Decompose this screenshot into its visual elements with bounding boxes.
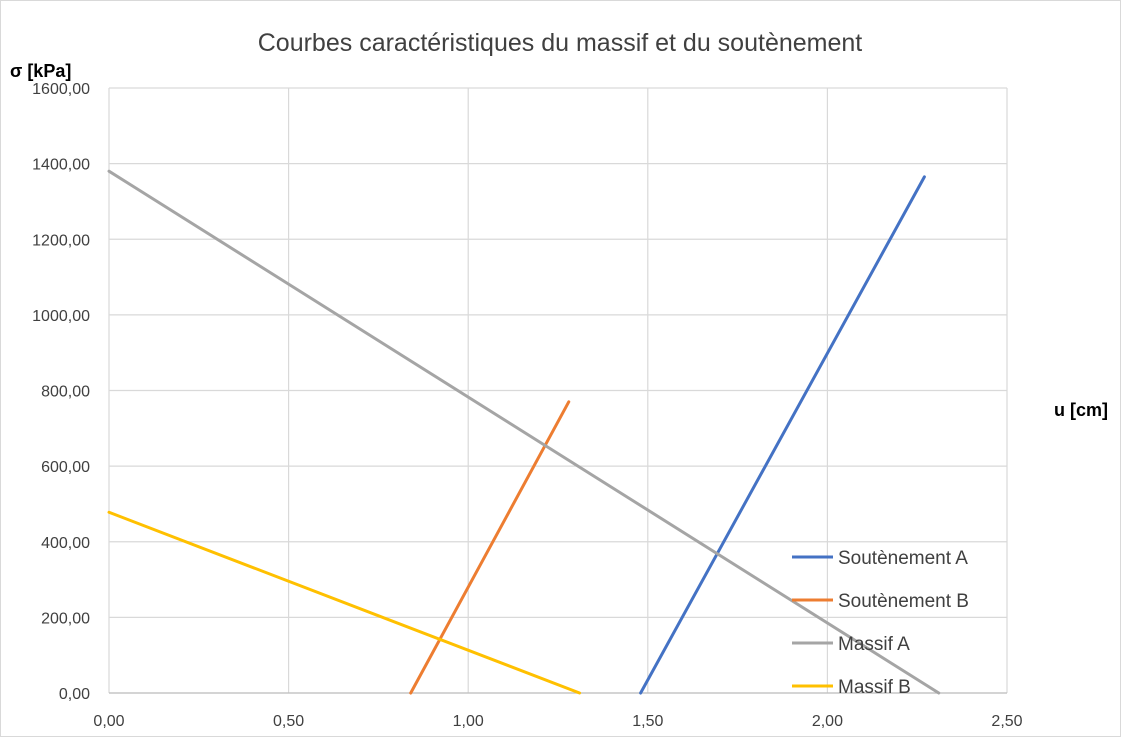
grid-layer bbox=[108, 87, 1008, 694]
x-tick-label: 1,50 bbox=[632, 713, 663, 730]
y-tick-label: 1400,00 bbox=[32, 157, 90, 174]
x-axis-title: u [cm] bbox=[1054, 400, 1108, 420]
legend-label: Massif B bbox=[838, 677, 911, 698]
x-tick-label: 2,50 bbox=[991, 713, 1022, 730]
y-tick-label: 1200,00 bbox=[32, 232, 90, 249]
legend-label: Soutènement A bbox=[838, 548, 968, 569]
y-tick-label: 1600,00 bbox=[32, 81, 90, 98]
chart-title: Courbes caractéristiques du massif et du… bbox=[258, 29, 863, 57]
legend: Soutènement A Soutènement B Massif A Massif… bbox=[792, 548, 969, 698]
y-tick-label: 1000,00 bbox=[32, 308, 90, 325]
series-layer bbox=[107, 169, 941, 695]
y-tick-label: 0,00 bbox=[59, 686, 90, 703]
y-tick-label: 200,00 bbox=[41, 610, 90, 627]
legend-label: Massif A bbox=[838, 634, 910, 655]
y-axis-title: σ [kPa] bbox=[10, 61, 71, 81]
y-tick-label: 800,00 bbox=[41, 384, 90, 401]
tick-layer: 0,00 0,50 1,00 1,50 2,00 2,50 0,00 200,00 400,00… bbox=[32, 81, 1023, 730]
x-tick-label: 0,00 bbox=[93, 713, 124, 730]
series-line-2 bbox=[409, 400, 571, 695]
x-tick-label: 1,00 bbox=[453, 713, 484, 730]
series-line-3 bbox=[107, 169, 941, 695]
x-tick-label: 0,50 bbox=[273, 713, 304, 730]
series-line-4 bbox=[107, 510, 582, 695]
y-tick-label: 400,00 bbox=[41, 535, 90, 552]
series-line-1 bbox=[639, 175, 926, 695]
x-tick-label: 2,00 bbox=[812, 713, 843, 730]
legend-label: Soutènement B bbox=[838, 591, 969, 612]
y-tick-label: 600,00 bbox=[41, 459, 90, 476]
